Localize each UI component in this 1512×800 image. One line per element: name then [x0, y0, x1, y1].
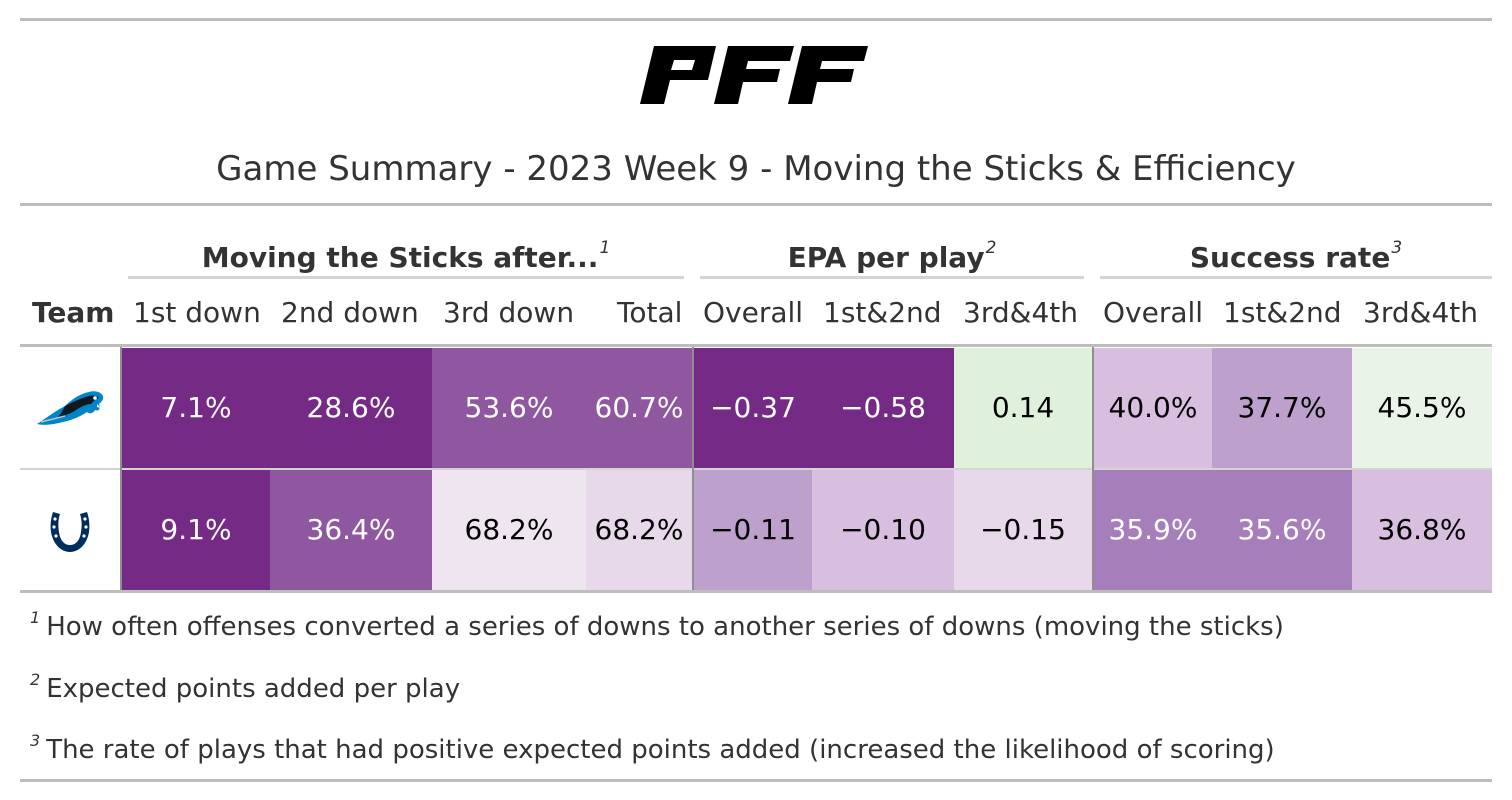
spanner-moving-label: Moving the Sticks after...: [201, 241, 599, 274]
table-cell-success-overall: 35.9%: [1094, 470, 1212, 590]
colts-horseshoe-icon: [50, 512, 90, 552]
table-cell-total: 68.2%: [586, 470, 692, 590]
column-header-total: Total: [617, 296, 683, 329]
spanner-epa-footnote-mark: 2: [985, 238, 997, 258]
column-header-2nd-down: 2nd down: [281, 296, 419, 329]
table-cell-2nd-down: 36.4%: [270, 470, 432, 590]
panthers-logo-icon: [37, 391, 104, 425]
spanner-moving-sticks: Moving the Sticks after...1: [128, 222, 684, 274]
column-header-success-overall: Overall: [1103, 296, 1204, 329]
epa-success-separator: [1092, 347, 1094, 590]
table-cell-success-1st-2nd: 37.7%: [1212, 348, 1352, 468]
table-cell-epa-overall: −0.11: [694, 470, 812, 590]
table-cell-success-1st-2nd: 35.6%: [1212, 470, 1352, 590]
spanner-epa-underline: [700, 276, 1084, 279]
column-header-team: Team: [32, 296, 115, 329]
header-rule: [20, 344, 1492, 347]
table-cell-success-overall: 40.0%: [1094, 348, 1212, 468]
footnote-2-mark: 2: [30, 670, 41, 689]
table-cell-epa-3rd-4th: 0.14: [954, 348, 1092, 468]
spanner-success-rate: Success rate3: [1100, 222, 1492, 274]
table-cell-1st-down: 9.1%: [122, 470, 270, 590]
footnote-3-mark: 3: [30, 731, 41, 750]
spanner-moving-footnote-mark: 1: [599, 238, 611, 258]
team-column-separator: [120, 347, 122, 590]
page-title: Game Summary - 2023 Week 9 - Moving the …: [216, 149, 1296, 189]
spanner-epa: EPA per play2: [700, 222, 1084, 274]
footnote-2-text: Expected points added per play: [46, 674, 461, 704]
table-cell-3rd-down: 53.6%: [432, 348, 586, 468]
table-cell-epa-overall: −0.37: [694, 348, 812, 468]
spanner-success-footnote-mark: 3: [1391, 238, 1403, 258]
spanner-moving-underline: [128, 276, 684, 279]
table-bottom-rule: [20, 590, 1492, 593]
row-divider: [20, 468, 1492, 470]
column-header-3rd-down: 3rd down: [443, 296, 575, 329]
table-cell-epa-3rd-4th: −0.15: [954, 470, 1092, 590]
footnote-1-mark: 1: [30, 608, 41, 627]
moving-epa-separator: [692, 347, 694, 590]
table-row-colts-team-cell: [20, 470, 120, 590]
table-cell-1st-down: 7.1%: [122, 348, 270, 468]
column-header-epa-1st-2nd: 1st&2nd: [823, 296, 942, 329]
column-header-success-3rd-4th: 3rd&4th: [1363, 296, 1478, 329]
column-header-epa-overall: Overall: [703, 296, 804, 329]
column-header-1st-down: 1st down: [133, 296, 261, 329]
table-cell-3rd-down: 68.2%: [432, 470, 586, 590]
footnote-3: 3 The rate of plays that had positive exp…: [30, 731, 1275, 765]
bottom-rule: [20, 779, 1492, 782]
table-cell-epa-1st-2nd: −0.58: [812, 348, 954, 468]
footnote-1: 1 How often offenses converted a series o…: [30, 608, 1284, 642]
column-header-epa-3rd-4th: 3rd&4th: [963, 296, 1078, 329]
footnote-3-text: The rate of plays that had positive expe…: [46, 735, 1275, 765]
table-cell-success-3rd-4th: 36.8%: [1352, 470, 1492, 590]
table-cell-2nd-down: 28.6%: [270, 348, 432, 468]
spanner-success-label: Success rate: [1189, 241, 1391, 274]
spanner-success-underline: [1100, 276, 1492, 279]
table-cell-success-3rd-4th: 45.5%: [1352, 348, 1492, 468]
pff-logo: [640, 46, 868, 104]
top-rule: [20, 18, 1492, 21]
table-cell-total: 60.7%: [586, 348, 692, 468]
title-rule: [20, 203, 1492, 206]
table-row-panthers-team-cell: [20, 348, 120, 468]
footnote-2: 2 Expected points added per play: [30, 670, 460, 704]
spanner-epa-label: EPA per play: [787, 241, 985, 274]
footnote-1-text: How often offenses converted a series of…: [46, 612, 1284, 642]
column-header-success-1st-2nd: 1st&2nd: [1223, 296, 1342, 329]
table-cell-epa-1st-2nd: −0.10: [812, 470, 954, 590]
